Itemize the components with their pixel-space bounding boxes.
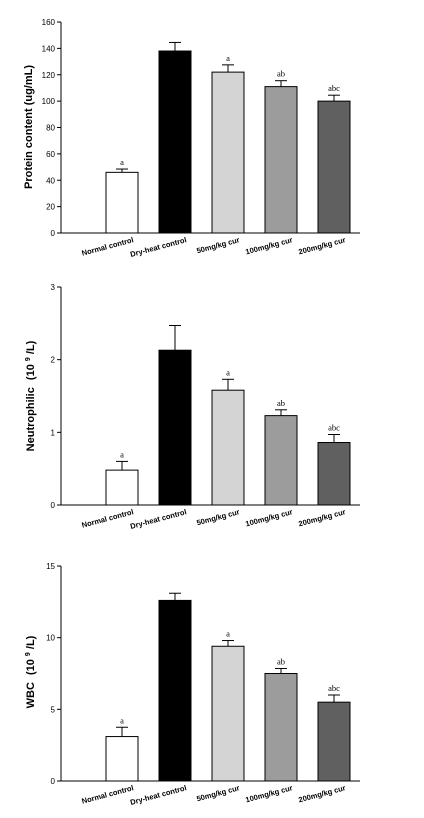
- neutrophilic-y-tick-label: 2: [51, 356, 56, 365]
- protein-y-tick-label: 40: [46, 176, 55, 185]
- wbc-significance-label: a: [226, 629, 230, 639]
- protein-y-tick-label: 0: [51, 229, 56, 238]
- protein-y-tick-label: 140: [42, 44, 56, 53]
- protein-category-label: Dry-heat control: [129, 235, 187, 259]
- neutrophilic-significance-label: a: [226, 367, 230, 377]
- neutrophilic-bar: [317, 442, 351, 506]
- neutrophilic-y-tick-label: 1: [51, 428, 56, 437]
- wbc-y-axis-title: WBC (10 9 /L): [21, 635, 37, 708]
- protein-y-axis-title: Protein content (ug/mL): [23, 65, 35, 189]
- wbc-y-tick-label: 15: [46, 562, 55, 571]
- neutrophilic-y-title-sup: 9: [25, 357, 32, 361]
- wbc-bar: [317, 701, 351, 782]
- wbc-y-title-sup: 9: [25, 652, 32, 656]
- neutrophilic-category-label: 100mg/kg cur: [244, 507, 293, 528]
- protein-y-tick-label: 80: [46, 124, 55, 133]
- wbc-y-tick-label: 10: [46, 634, 55, 643]
- protein-category-label: 50mg/kg cur: [196, 235, 241, 255]
- protein-y-tick-label: 100: [42, 97, 56, 106]
- protein-bar: [105, 171, 139, 234]
- wbc-category-label: 100mg/kg cur: [244, 783, 293, 804]
- neutrophilic-category-label: Normal control: [81, 507, 135, 529]
- protein-significance-label: a: [120, 157, 124, 167]
- wbc-category-label: 50mg/kg cur: [196, 783, 241, 803]
- wbc-bar: [158, 599, 192, 782]
- wbc-y-title-unit: (10: [25, 659, 37, 675]
- wbc-significance-label: a: [120, 715, 124, 725]
- neutrophilic-y-axis-title: Neutrophilic (10 9 /L): [21, 340, 37, 451]
- wbc-significance-label: ab: [277, 656, 285, 666]
- wbc-category-label: 200mg/kg cur: [297, 783, 346, 804]
- neutrophilic-significance-label: ab: [277, 398, 285, 408]
- wbc-bar: [211, 645, 245, 782]
- neutrophilic-bar: [158, 349, 192, 506]
- protein-significance-label: ab: [277, 69, 285, 79]
- wbc-category-label: Normal control: [81, 783, 135, 805]
- neutrophilic-bar: [211, 389, 245, 506]
- wbc-chart: WBC (10 9 /L) 0 5 10 15 a Normal controlDry-h…: [21, 562, 360, 807]
- protein-bar: [264, 86, 298, 234]
- protein-bar: [158, 50, 192, 234]
- neutrophilic-bar: [264, 415, 298, 506]
- wbc-y-title-tail: /L): [25, 635, 37, 649]
- wbc-y-tick-label: 5: [51, 705, 56, 714]
- neutrophilic-significance-label: abc: [328, 423, 340, 433]
- wbc-y-title-main: WBC: [25, 682, 37, 708]
- protein-significance-label: a: [226, 53, 230, 63]
- neutrophilic-y-title-unit: (10: [25, 364, 37, 380]
- protein-y-tick-label: 160: [42, 18, 56, 27]
- protein-bar: [211, 71, 245, 234]
- wbc-y-tick-label: 0: [51, 777, 56, 786]
- wbc-bar: [264, 673, 298, 782]
- neutrophilic-bar: [105, 469, 139, 506]
- neutrophilic-y-tick-label: 0: [51, 501, 56, 510]
- protein-category-label: 100mg/kg cur: [244, 235, 293, 256]
- neutrophilic-category-label: Dry-heat control: [129, 507, 187, 531]
- neutrophilic-chart: Neutrophilic (10 9 /L) 0 1 2 3 a Normal contr…: [21, 283, 360, 531]
- neutrophilic-category-label: 50mg/kg cur: [196, 507, 241, 527]
- protein-category-label: 200mg/kg cur: [297, 235, 346, 256]
- protein-bar: [317, 100, 351, 234]
- wbc-bar: [105, 736, 139, 782]
- neutrophilic-category-label: 200mg/kg cur: [297, 507, 346, 528]
- protein-category-label: Normal control: [81, 235, 135, 257]
- neutrophilic-y-tick-label: 3: [51, 283, 56, 292]
- neutrophilic-y-title-main: Neutrophilic: [25, 387, 37, 451]
- neutrophilic-significance-label: a: [120, 449, 124, 459]
- neutrophilic-y-title-tail: /L): [25, 340, 37, 354]
- protein-significance-label: abc: [328, 83, 340, 93]
- protein-y-tick-label: 20: [46, 203, 55, 212]
- protein-y-tick-label: 60: [46, 150, 55, 159]
- protein-y-tick-label: 120: [42, 71, 56, 80]
- wbc-category-label: Dry-heat control: [129, 783, 187, 807]
- protein-content-chart: Protein content (ug/mL) 0 20 40 60 80 100 120 1…: [23, 18, 360, 259]
- wbc-significance-label: abc: [328, 683, 340, 693]
